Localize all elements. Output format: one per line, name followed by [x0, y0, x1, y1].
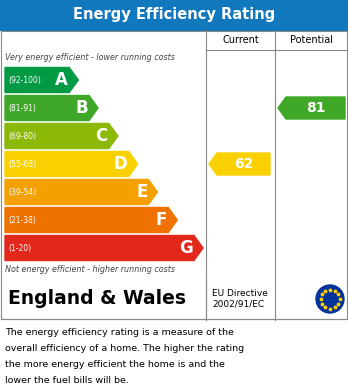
Text: Energy Efficiency Rating: Energy Efficiency Rating: [73, 7, 275, 23]
Polygon shape: [5, 151, 138, 176]
Bar: [1, 279, 347, 319]
Bar: [0, 30, 348, 320]
Text: (55-68): (55-68): [8, 160, 36, 169]
Bar: [1, 31, 347, 319]
Text: 2002/91/EC: 2002/91/EC: [212, 300, 264, 308]
Polygon shape: [5, 208, 177, 233]
Text: Potential: Potential: [290, 35, 333, 45]
Polygon shape: [5, 68, 78, 93]
Text: (1-20): (1-20): [8, 244, 31, 253]
Text: (92-100): (92-100): [8, 75, 41, 84]
Polygon shape: [5, 179, 157, 204]
Circle shape: [316, 285, 344, 313]
Text: overall efficiency of a home. The higher the rating: overall efficiency of a home. The higher…: [5, 344, 244, 353]
Text: The energy efficiency rating is a measure of the: The energy efficiency rating is a measur…: [5, 328, 234, 337]
Text: Very energy efficient - lower running costs: Very energy efficient - lower running co…: [5, 54, 175, 63]
Polygon shape: [5, 124, 118, 149]
Text: E: E: [136, 183, 148, 201]
Text: B: B: [76, 99, 88, 117]
Polygon shape: [5, 235, 203, 260]
Text: G: G: [179, 239, 193, 257]
Text: lower the fuel bills will be.: lower the fuel bills will be.: [5, 376, 129, 385]
Text: D: D: [114, 155, 128, 173]
Text: Current: Current: [222, 35, 259, 45]
Text: (21-38): (21-38): [8, 215, 36, 224]
Polygon shape: [278, 97, 345, 119]
Polygon shape: [5, 95, 98, 120]
Text: (81-91): (81-91): [8, 104, 36, 113]
Text: A: A: [55, 71, 68, 89]
Text: EU Directive: EU Directive: [212, 289, 268, 298]
Text: 81: 81: [306, 101, 325, 115]
Text: F: F: [156, 211, 167, 229]
Text: The energy efficiency rating is a measure of the overall efficiency of a home. T: The energy efficiency rating is a measur…: [0, 390, 1, 391]
Text: (69-80): (69-80): [8, 131, 36, 140]
Text: England & Wales: England & Wales: [8, 289, 186, 308]
Bar: [0, 0, 348, 30]
Text: C: C: [96, 127, 108, 145]
Text: the more energy efficient the home is and the: the more energy efficient the home is an…: [5, 360, 225, 369]
Text: (39-54): (39-54): [8, 188, 36, 197]
Text: 62: 62: [234, 157, 253, 171]
Polygon shape: [209, 153, 270, 175]
Text: Not energy efficient - higher running costs: Not energy efficient - higher running co…: [5, 265, 175, 274]
